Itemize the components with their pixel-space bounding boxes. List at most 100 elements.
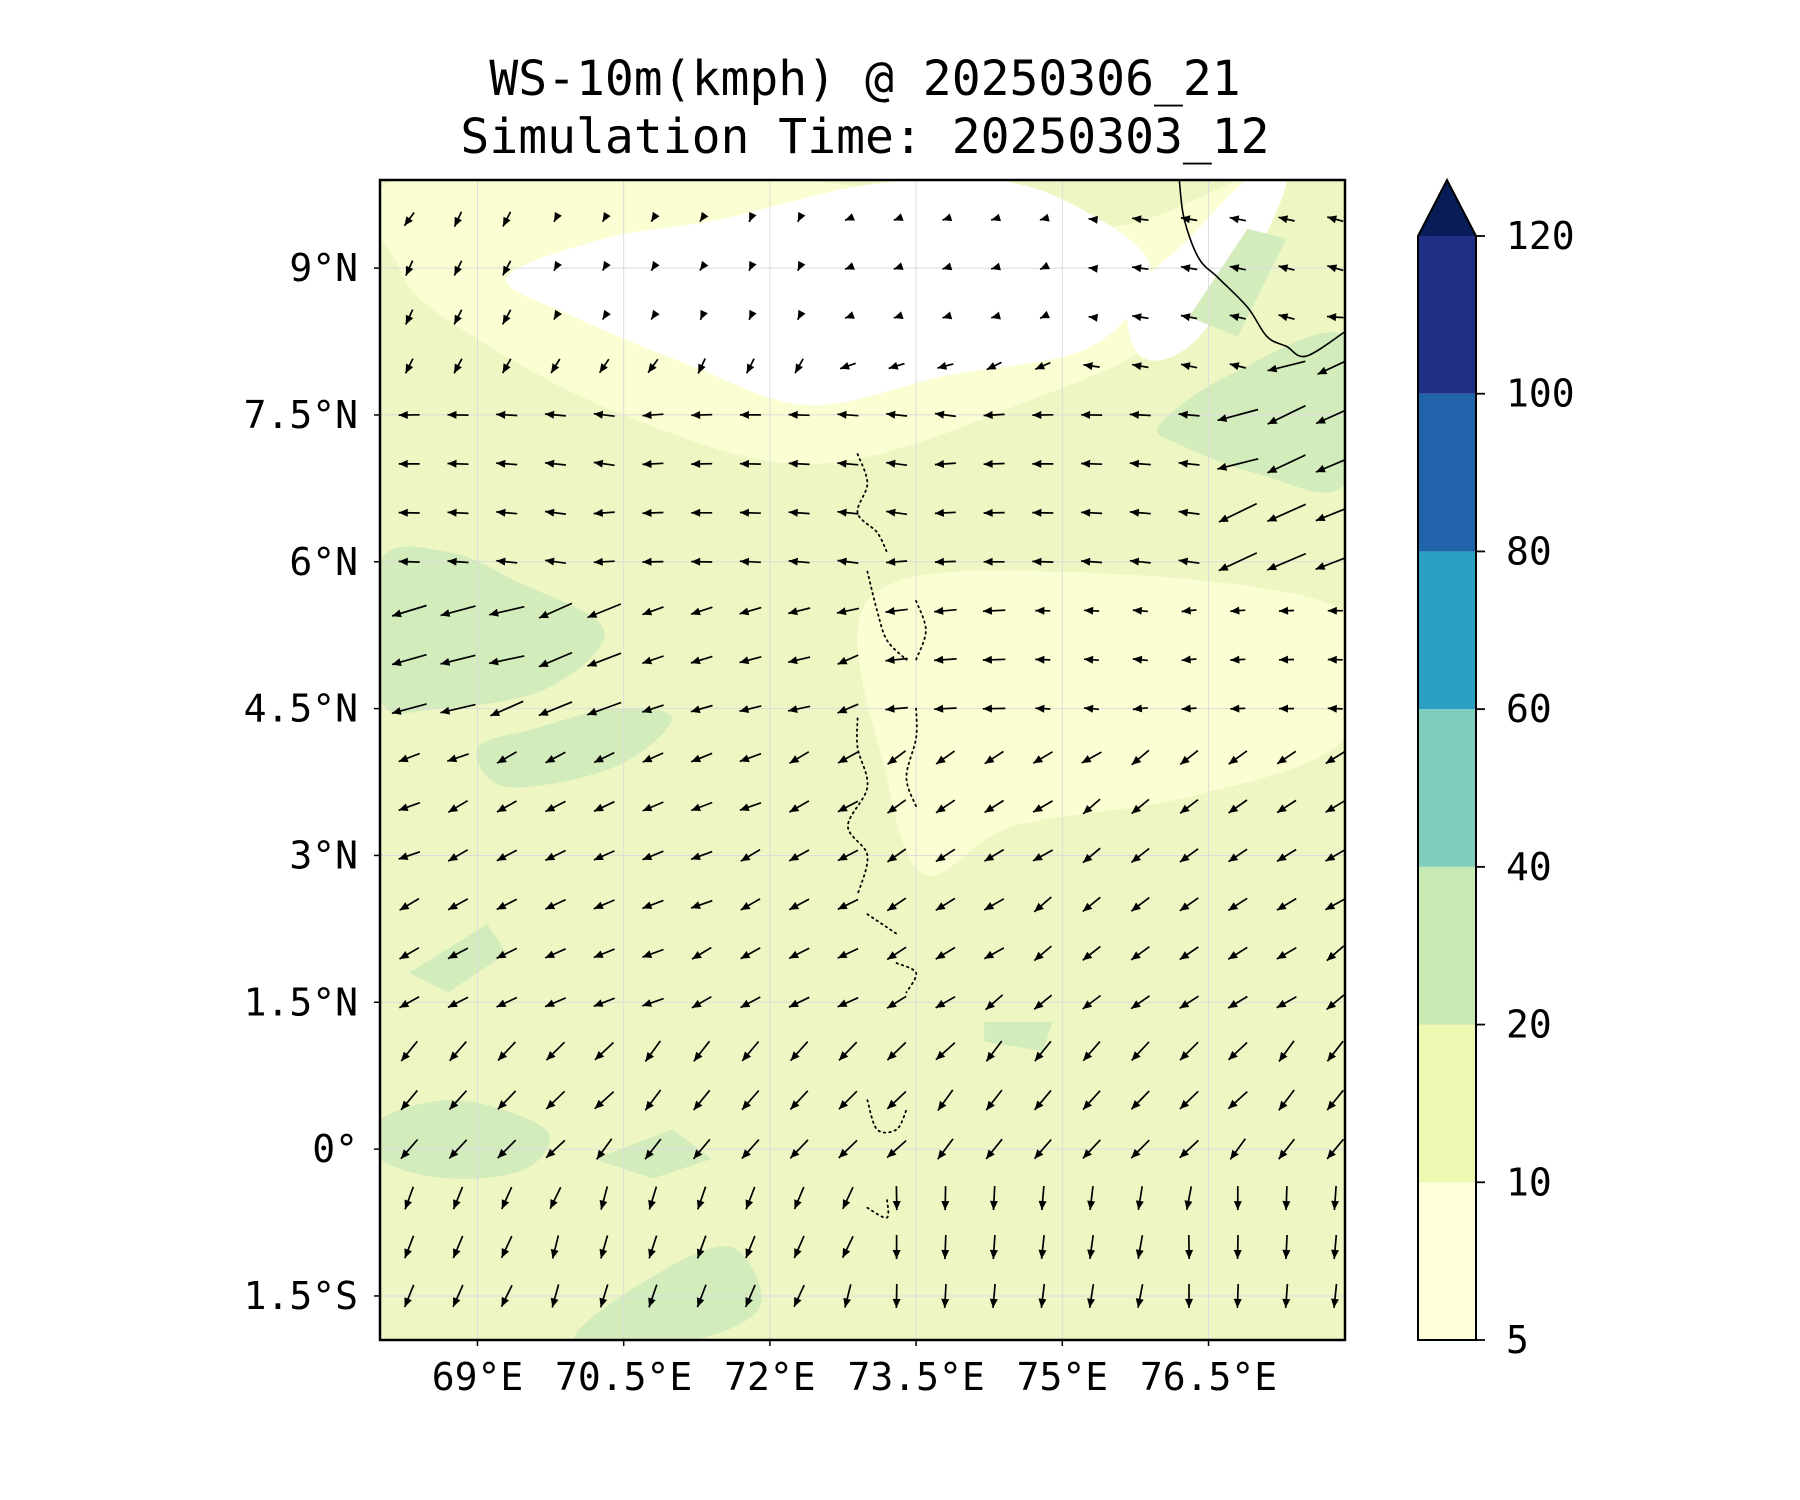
wind-arrow	[837, 996, 859, 1008]
wind-arrow	[447, 557, 469, 566]
wind-arrow	[1032, 751, 1053, 765]
wind-arrow	[398, 557, 420, 566]
wind-arrow	[739, 752, 762, 763]
wind-arrow	[1082, 994, 1102, 1010]
wind-arrow	[398, 996, 420, 1009]
wind-arrow	[837, 459, 859, 468]
wind-arrow	[650, 309, 660, 320]
wind-arrow	[1266, 503, 1307, 523]
wind-arrow	[740, 947, 761, 960]
wind-arrow	[885, 704, 908, 713]
wind-arrow	[1039, 261, 1050, 271]
wind-arrow	[836, 607, 860, 616]
wind-arrow	[1315, 409, 1345, 425]
wind-arrow	[690, 606, 713, 616]
wind-arrow	[1229, 362, 1247, 371]
wind-arrow	[391, 604, 427, 618]
wind-arrow	[598, 358, 610, 374]
wind-arrow	[886, 459, 908, 468]
wind-arrow	[941, 1186, 950, 1211]
wind-arrow	[893, 213, 904, 221]
wind-arrow	[644, 1040, 662, 1063]
wind-arrow	[982, 655, 1006, 664]
wind-arrow	[837, 654, 859, 665]
wind-arrow	[1282, 1186, 1291, 1211]
wind-arrow	[544, 557, 567, 566]
wind-arrow	[1087, 1283, 1095, 1308]
wind-arrow	[1081, 410, 1103, 419]
wind-arrow	[1088, 215, 1098, 224]
wind-arrow	[788, 410, 810, 419]
figure-title-block: WS-10m(kmph) @ 20250306_21 Simulation Ti…	[0, 50, 1730, 166]
wind-arrow	[497, 1041, 517, 1062]
wind-arrow	[893, 311, 904, 319]
wind-arrow	[502, 260, 512, 276]
x-tick-label: 72°E	[724, 1355, 816, 1399]
wind-arrow	[983, 557, 1005, 566]
wind-arrow	[690, 704, 713, 714]
wind-arrow	[1181, 655, 1197, 664]
wind-arrow	[837, 410, 859, 419]
wind-arrow	[642, 557, 664, 566]
wind-arrow	[587, 701, 622, 716]
wind-arrow	[934, 606, 957, 615]
wind-arrow	[748, 212, 757, 223]
wind-arrow	[544, 849, 566, 862]
wind-arrow	[1267, 404, 1306, 425]
map-plot-area	[380, 180, 1345, 1340]
wind-arrow	[1032, 800, 1054, 813]
wind-arrow	[1180, 264, 1198, 273]
wind-arrow	[1276, 750, 1297, 765]
colorbar-tick-label: 20	[1506, 1003, 1552, 1047]
wind-arrow	[935, 799, 956, 814]
figure-title: WS-10m(kmph) @ 20250306_21	[489, 51, 1241, 107]
wind-arrow	[1282, 1234, 1291, 1260]
wind-arrow	[1132, 655, 1148, 664]
colorbar-extend-triangle	[1418, 180, 1476, 236]
wind-arrow	[1082, 945, 1101, 961]
wind-arrow	[1130, 1090, 1150, 1110]
wind-arrow	[985, 1138, 1003, 1160]
x-tick-label: 75°E	[1017, 1355, 1109, 1399]
wind-arrow	[886, 1041, 907, 1061]
wind-arrow	[1326, 994, 1345, 1011]
wind-arrow	[739, 459, 761, 468]
wind-arrow	[1327, 704, 1343, 713]
wind-arrow	[440, 654, 476, 666]
wind-arrow	[934, 410, 956, 419]
wind-arrow	[496, 898, 518, 911]
wind-arrow	[1279, 704, 1294, 713]
wind-arrow	[1131, 749, 1150, 766]
wind-arrow	[935, 1042, 956, 1061]
wind-arrow	[837, 703, 859, 714]
wind-arrow	[1228, 750, 1248, 765]
wind-arrow	[885, 655, 908, 664]
wind-arrow	[1087, 1234, 1096, 1260]
wind-arrow	[886, 508, 908, 517]
wind-arrow	[886, 848, 907, 863]
wind-arrow	[1038, 1235, 1047, 1259]
wind-arrow	[1033, 1089, 1052, 1111]
wind-arrow	[1131, 215, 1149, 224]
wind-arrow	[400, 1040, 418, 1062]
wind-arrow	[1278, 264, 1295, 273]
wind-arrow	[1278, 1040, 1295, 1063]
wind-arrow	[550, 1284, 560, 1308]
wind-arrow	[489, 605, 525, 617]
wind-arrow	[788, 849, 810, 862]
wind-arrow	[739, 801, 762, 812]
speed-region-10	[574, 1246, 762, 1340]
wind-arrow	[1088, 264, 1098, 273]
wind-arrow	[1132, 313, 1149, 322]
wind-arrow	[696, 1284, 707, 1308]
wind-arrow	[842, 1186, 854, 1210]
wind-arrow	[741, 1139, 760, 1160]
wind-arrow	[837, 557, 859, 566]
wind-arrow	[447, 947, 469, 960]
wind-arrow	[1315, 507, 1345, 522]
wind-arrow	[887, 799, 907, 814]
wind-arrow	[447, 508, 469, 517]
wind-arrow	[650, 211, 660, 223]
wind-arrow	[1315, 458, 1345, 473]
wind-arrow	[1081, 557, 1103, 566]
